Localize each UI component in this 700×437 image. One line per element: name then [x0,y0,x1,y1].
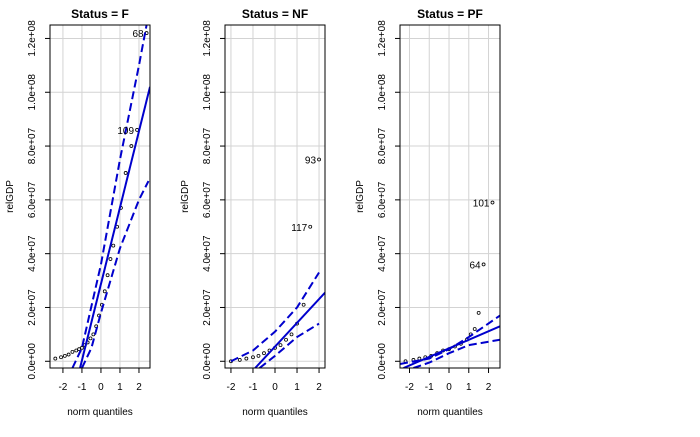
plot-frame [49,24,151,369]
y-tick-label: 1.2e+08 [27,20,38,57]
data-point [289,332,294,337]
data-point [308,224,313,229]
data-point [80,345,84,350]
y-tick-label: 1.2e+08 [377,20,388,57]
point-label: 93 [305,156,317,167]
data-point [317,157,321,162]
x-tick-label: 2 [136,382,142,393]
data-point [70,349,75,354]
data-point [284,337,288,342]
plot-frame [224,24,326,369]
y-tick-label: 8.0e+07 [202,127,213,164]
point-label: 68 [132,29,144,40]
y-tick-label: 2.0e+07 [27,289,38,326]
y-tick-label: 0.0e+00 [377,343,388,380]
envelope-line [71,25,148,368]
data-point [88,336,93,341]
data-point [129,144,134,148]
y-tick-label: 2.0e+07 [202,289,213,326]
y-axis-label: relGDP [180,180,191,213]
y-axis-label: relGDP [355,180,366,213]
y-tick-label: 8.0e+07 [377,127,388,164]
data-point [256,353,261,358]
y-tick-label: 2.0e+07 [377,289,388,326]
x-tick-label: -1 [425,382,434,393]
plot-frame [399,24,501,369]
x-tick-label: -2 [226,382,235,393]
data-point [59,355,63,360]
envelope-line [81,180,150,368]
chart-title: Status = F [71,7,129,21]
data-point [62,353,67,358]
data-point [53,356,58,361]
x-tick-label: 1 [466,382,472,393]
data-point [476,310,481,315]
x-tick-label: 1 [117,382,123,393]
y-tick-label: 6.0e+07 [202,181,213,218]
y-tick-label: 8.0e+07 [27,127,38,164]
data-point [66,352,71,357]
reference-line [254,291,325,368]
x-tick-label: 0 [98,382,104,393]
x-tick-label: 1 [294,382,300,393]
data-point [244,356,249,361]
x-tick-label: -1 [77,382,86,393]
y-tick-label: 0.0e+00 [27,343,38,380]
y-tick-label: 4.0e+07 [27,235,38,272]
data-point [472,327,477,331]
data-point [108,257,113,261]
x-tick-label: 0 [272,382,278,393]
data-point [251,355,255,360]
x-tick-label: 0 [446,382,452,393]
data-point [490,200,495,205]
data-point [278,343,283,348]
x-tick-label: -2 [405,382,414,393]
x-tick-label: 2 [486,382,492,393]
point-label: 101 [473,199,490,210]
y-tick-label: 0.0e+00 [202,343,213,380]
x-axis-label: norm quantiles [67,407,133,418]
x-tick-label: 2 [316,382,322,393]
data-point [237,358,242,362]
point-label: 117 [291,223,307,234]
envelope-line [258,322,320,368]
envelope-line [400,314,500,365]
y-tick-label: 4.0e+07 [377,235,388,272]
y-tick-label: 6.0e+07 [27,181,38,218]
data-point [301,302,306,307]
y-tick-label: 1.2e+08 [202,20,213,57]
data-point [102,289,107,294]
chart-title: Status = PF [417,7,483,21]
y-tick-label: 6.0e+07 [377,181,388,218]
data-point [77,347,81,352]
data-point [111,243,116,248]
x-axis-label: norm quantiles [417,407,483,418]
y-tick-label: 1.0e+08 [27,74,38,111]
point-label: 64 [469,260,481,271]
reference-line [79,86,150,368]
x-axis-label: norm quantiles [242,407,308,418]
data-point [262,351,266,356]
y-tick-label: 4.0e+07 [202,235,213,272]
data-point [481,262,486,267]
envelope-line [230,271,320,363]
y-tick-label: 1.0e+08 [377,74,388,111]
data-point [74,348,79,353]
data-point [105,273,110,278]
data-point [123,171,128,175]
chart-title: Status = NF [242,7,308,21]
x-tick-label: -1 [249,382,258,393]
y-axis-label: relGDP [5,180,16,213]
y-tick-label: 1.0e+08 [202,74,213,111]
x-tick-label: -2 [58,382,67,393]
envelope-line [413,338,500,368]
point-label: 109 [117,126,134,137]
